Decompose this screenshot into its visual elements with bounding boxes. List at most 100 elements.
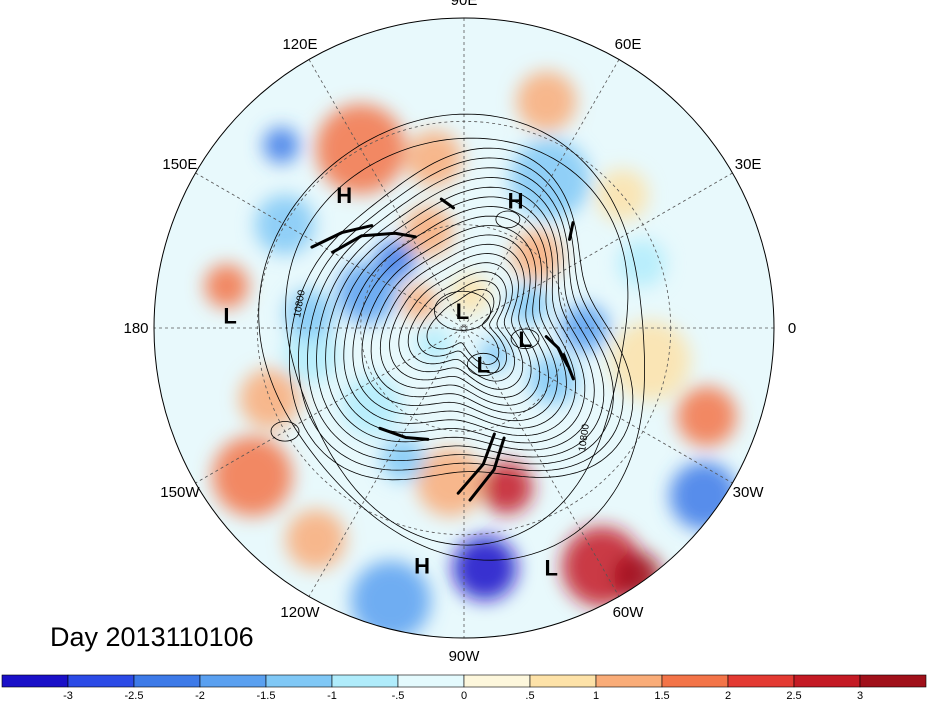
longitude-label-lon-150e: 150E: [162, 156, 197, 173]
longitude-label-lon-90w: 90W: [449, 648, 481, 665]
height-contour: [334, 196, 586, 444]
jet-streak: [439, 197, 455, 210]
longitude-label-lon-180: 180: [123, 320, 148, 337]
anomaly-blob: [285, 509, 346, 570]
low-pressure-marker: L: [518, 327, 531, 352]
pressure-centers: H H L L L L H L: [223, 183, 558, 581]
anomaly-blob: [669, 461, 738, 530]
height-contour: [343, 206, 577, 437]
low-pressure-marker: L: [223, 304, 236, 329]
closed-contour: [467, 352, 500, 377]
colorbar-tick-label: -2.5: [125, 690, 144, 702]
graticule: [154, 18, 774, 638]
anomaly-blob: [406, 130, 463, 187]
longitude-label-lon-0: 0: [788, 320, 796, 337]
wind-speed-contours: [310, 197, 575, 502]
colorbar-tick-label: 1.5: [654, 690, 669, 702]
colorbar-tick-label: 3: [857, 690, 863, 702]
longitude-label-lon-90e: 90E: [451, 0, 478, 9]
height-contour: [297, 157, 624, 472]
meridian-line: [195, 172, 733, 484]
anomaly-blob: [341, 375, 402, 436]
high-pressure-marker: H: [508, 188, 524, 213]
height-contour: [407, 271, 515, 382]
anomaly-blob: [450, 274, 490, 315]
height-contour: [352, 215, 567, 429]
height-contour: [417, 280, 507, 374]
longitude-labels: 90E 60E 30E 0 30W 60W 90W 120W 150W 180 150E 120E: [123, 0, 796, 665]
low-pressure-marker: L: [477, 353, 490, 378]
colorbar-swatch: [1, 674, 69, 688]
anomaly-blob: [453, 536, 517, 601]
meridian-line: [308, 59, 620, 597]
height-contour: [316, 177, 605, 458]
anomaly-blob: [283, 326, 340, 383]
colorbar-tick-label: 0: [461, 690, 467, 702]
height-contour: [361, 225, 558, 422]
jet-streak: [310, 224, 374, 249]
meridian-line: [308, 59, 620, 597]
map-border: [153, 17, 775, 639]
jet-streak: [456, 432, 496, 495]
high-pressure-marker: H: [336, 183, 352, 208]
colorbar-tick-label: .5: [525, 690, 534, 702]
low-pressure-marker: L: [544, 556, 557, 581]
height-contour: [379, 243, 541, 406]
day-title: Day 2013110106: [50, 622, 254, 652]
colorbar-tick-label: 2: [725, 690, 731, 702]
colorbar-tick-label: -1.5: [257, 690, 276, 702]
anomaly-blob: [204, 264, 249, 309]
anomaly-blob: [613, 552, 662, 601]
colorbar-swatch: [463, 674, 531, 688]
colorbar-swatch: [397, 674, 465, 688]
jet-streak: [568, 221, 575, 241]
longitude-label-lon-150w: 150W: [160, 484, 200, 501]
longitude-label-lon-30w: 30W: [733, 484, 765, 501]
anomaly-blob: [512, 229, 563, 280]
anomaly-blob: [350, 560, 431, 638]
colorbar-swatch: [661, 674, 729, 688]
anomaly-blob: [375, 239, 416, 280]
colorbar-tick-label: -3: [63, 690, 73, 702]
colorbar-swatch: [727, 674, 795, 688]
colorbar-swatch: [331, 674, 399, 688]
colorbar-tick-label: -1: [327, 690, 337, 702]
colorbar-swatch: [859, 674, 927, 688]
low-pressure-marker: L: [456, 299, 469, 324]
high-pressure-marker: H: [414, 553, 430, 578]
height-contour: [258, 113, 645, 561]
closed-contour: [495, 210, 521, 229]
anomaly-blob: [480, 461, 533, 514]
height-contour: [389, 253, 532, 398]
colorbar: -3 -2.5 -2 -1.5 -1 -.5 0 .5 1 1.5 2 2.5 3: [1, 674, 927, 702]
colorbar-tick-label: 1: [593, 690, 599, 702]
height-contour: [289, 147, 634, 481]
colorbar-swatch: [529, 674, 597, 688]
closed-contour: [270, 421, 300, 442]
colorbar-tick-label: -.5: [392, 690, 405, 702]
height-contour: [426, 289, 500, 365]
anomaly-blob: [284, 289, 335, 340]
colorbar-swatch: [199, 674, 267, 688]
anomaly-blob: [416, 448, 485, 517]
longitude-label-lon-120w: 120W: [280, 604, 320, 621]
height-contour: [398, 262, 524, 390]
closed-contour: [434, 290, 491, 331]
meridian-line: [195, 172, 733, 484]
contour-label-2: 10800: [577, 423, 592, 453]
longitude-label-lon-120e: 120E: [282, 36, 317, 53]
longitude-label-lon-60e: 60E: [615, 36, 642, 53]
height-contours: [258, 113, 645, 561]
map-disk: [153, 17, 775, 639]
longitude-label-lon-60w: 60W: [613, 604, 645, 621]
colorbar-swatch: [265, 674, 333, 688]
height-contour: [325, 186, 595, 451]
colorbar-swatch: [67, 674, 135, 688]
contour-label-1: 10800: [292, 289, 308, 319]
colorbar-tick-label: -2: [195, 690, 205, 702]
anomaly-blob: [263, 127, 300, 164]
colorbar-swatch: [793, 674, 861, 688]
height-contour: [370, 234, 549, 414]
anomaly-blob: [676, 386, 737, 447]
